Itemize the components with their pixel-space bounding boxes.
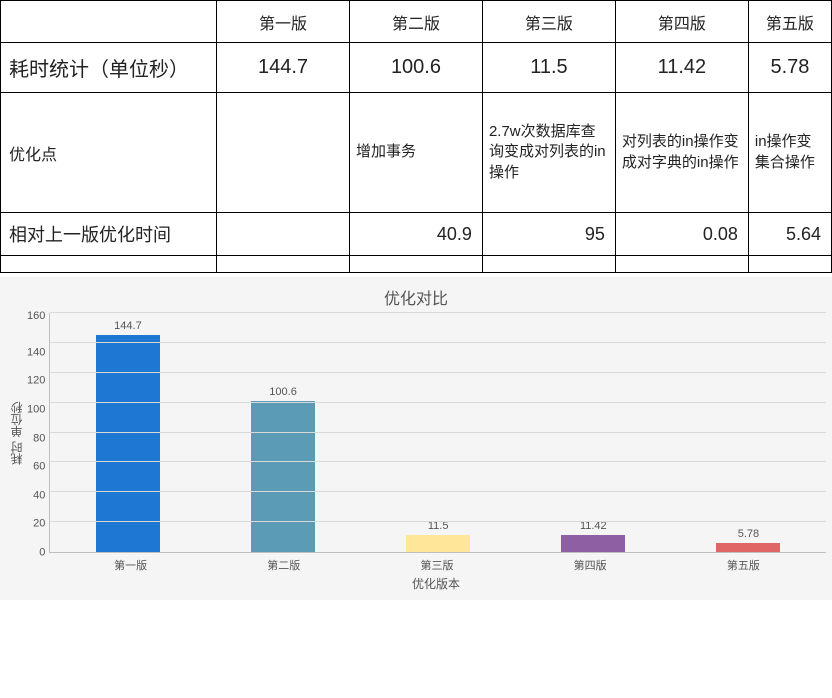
table-cell: 40.9 xyxy=(350,213,483,256)
table-cell: 增加事务 xyxy=(350,93,483,213)
table-col-header: 第五版 xyxy=(748,1,831,43)
table-row-label: 耗时统计（单位秒） xyxy=(1,43,217,93)
bar-column: 100.6 xyxy=(233,313,333,552)
spacer-row xyxy=(1,256,832,273)
table-corner xyxy=(1,1,217,43)
y-tick-label: 100 xyxy=(27,404,45,415)
x-axis-label: 优化版本 xyxy=(46,575,826,592)
table-cell: 2.7w次数据库查询变成对列表的in操作 xyxy=(482,93,615,213)
table-cell: 100.6 xyxy=(350,43,483,93)
table-cell: 对列表的in操作变成对字典的in操作 xyxy=(615,93,748,213)
y-tick-label: 0 xyxy=(39,548,45,559)
table-cell xyxy=(217,93,350,213)
table-cell: 5.64 xyxy=(748,213,831,256)
x-tick-label: 第一版 xyxy=(81,557,181,573)
gridline xyxy=(50,521,826,522)
bar-value-label: 100.6 xyxy=(269,386,297,398)
y-axis-label: 耗时 单位秒 xyxy=(6,313,27,553)
gridline xyxy=(50,491,826,492)
table-col-header: 第四版 xyxy=(615,1,748,43)
y-tick-label: 20 xyxy=(33,519,45,530)
gridline xyxy=(50,402,826,403)
y-ticks: 160140120100806040200 xyxy=(27,313,49,553)
table-col-header: 第一版 xyxy=(217,1,350,43)
bar-column: 11.42 xyxy=(543,313,643,552)
x-tick-label: 第五版 xyxy=(693,557,793,573)
bar xyxy=(251,401,315,552)
bar xyxy=(561,535,625,552)
chart-title: 优化对比 xyxy=(6,285,826,309)
table-cell: 5.78 xyxy=(748,43,831,93)
table-col-header: 第三版 xyxy=(482,1,615,43)
y-tick-label: 160 xyxy=(27,311,45,322)
x-ticks: 第一版 第二版 第三版 第四版 第五版 xyxy=(54,557,826,573)
y-tick-label: 40 xyxy=(33,490,45,501)
y-tick-label: 60 xyxy=(33,462,45,473)
table-row-label: 优化点 xyxy=(1,93,217,213)
table-cell xyxy=(217,213,350,256)
bar-value-label: 144.7 xyxy=(114,320,142,332)
table-col-header: 第二版 xyxy=(350,1,483,43)
bar xyxy=(96,335,160,552)
table-cell: in操作变集合操作 xyxy=(748,93,831,213)
table-cell: 144.7 xyxy=(217,43,350,93)
performance-table: 第一版第二版第三版第四版第五版 耗时统计（单位秒）144.7100.611.51… xyxy=(0,0,832,273)
gridline xyxy=(50,342,826,343)
optimization-chart: 优化对比 耗时 单位秒 160140120100806040200 144.71… xyxy=(0,277,832,600)
gridline xyxy=(50,312,826,313)
y-tick-label: 140 xyxy=(27,347,45,358)
table-cell: 95 xyxy=(482,213,615,256)
table-cell: 11.5 xyxy=(482,43,615,93)
bar-column: 11.5 xyxy=(388,313,488,552)
x-tick-label: 第四版 xyxy=(540,557,640,573)
gridline xyxy=(50,461,826,462)
gridline xyxy=(50,372,826,373)
table-row-label: 相对上一版优化时间 xyxy=(1,213,217,256)
bar xyxy=(716,543,780,552)
y-tick-label: 80 xyxy=(33,433,45,444)
table-cell: 11.42 xyxy=(615,43,748,93)
x-tick-label: 第三版 xyxy=(387,557,487,573)
chart-plot-area: 144.7 100.6 11.5 11.42 5.78 xyxy=(49,313,826,553)
bar xyxy=(406,535,470,552)
y-tick-label: 120 xyxy=(27,376,45,387)
bar-column: 5.78 xyxy=(698,313,798,552)
x-tick-label: 第二版 xyxy=(234,557,334,573)
gridline xyxy=(50,432,826,433)
bar-column: 144.7 xyxy=(78,313,178,552)
bar-value-label: 5.78 xyxy=(738,528,759,540)
table-cell: 0.08 xyxy=(615,213,748,256)
